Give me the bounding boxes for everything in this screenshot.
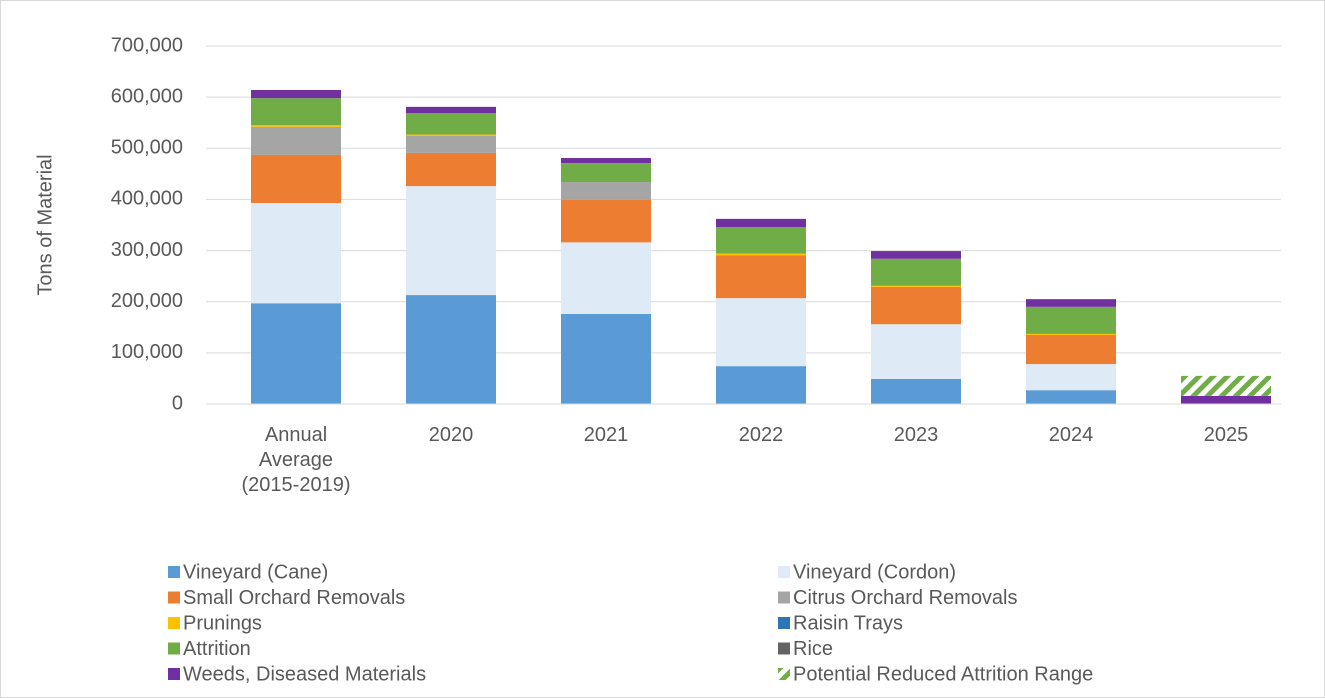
bar-segment	[406, 134, 496, 137]
bar-segment	[1181, 395, 1271, 404]
y-tick-label: 0	[172, 392, 183, 414]
bar-segment	[406, 106, 496, 113]
legend-swatch	[778, 617, 790, 629]
bar-segment	[716, 255, 806, 299]
y-tick-label: 400,000	[111, 188, 183, 210]
bar-segment	[561, 163, 651, 183]
x-tick-label: 2021	[583, 424, 629, 446]
bar-segment	[716, 218, 806, 228]
legend-swatch	[778, 591, 790, 604]
bar-segment	[406, 136, 496, 153]
legend-label: Citrus Orchard Removals	[793, 587, 1018, 609]
bar-segment	[561, 182, 651, 200]
bar-segment	[871, 324, 961, 379]
legend-label: Potential Reduced Attrition Range	[793, 663, 1093, 685]
bar-segment	[716, 298, 806, 367]
legend-swatch	[168, 668, 180, 680]
legend-label: Raisin Trays	[793, 612, 903, 634]
x-tick-label: Annual Average (2015-2019)	[241, 424, 351, 496]
bar-segment	[1026, 390, 1116, 404]
bar-segment	[406, 295, 496, 404]
bar-segment	[251, 98, 341, 126]
bar-segment	[716, 227, 806, 254]
bar-segment	[871, 378, 961, 404]
y-tick-label: 300,000	[111, 239, 183, 261]
legend-label: Weeds, Diseased Materials	[183, 663, 426, 685]
x-tick-label: 2023	[893, 424, 939, 446]
bar-segment	[406, 152, 496, 187]
legend-label: Vineyard (Cane)	[183, 561, 328, 583]
bar-segment	[561, 242, 651, 314]
bar-segment	[251, 203, 341, 304]
bar-segment	[251, 125, 341, 127]
x-tick-label: 2024	[1048, 424, 1094, 446]
legend-swatch	[168, 642, 180, 655]
bar-segment	[561, 158, 651, 164]
bar-segment	[1026, 306, 1116, 334]
x-tick-label: 2020	[428, 424, 474, 446]
bar-segment	[1181, 375, 1271, 396]
legend-swatch	[778, 642, 790, 655]
bar-segment	[561, 199, 651, 243]
legend-swatch	[168, 591, 180, 604]
bar-segment	[1026, 333, 1116, 335]
bar-segment	[871, 251, 961, 259]
legend-swatch	[778, 668, 790, 680]
y-tick-label: 500,000	[111, 137, 183, 159]
bar-segment	[716, 366, 806, 404]
bar-segment	[871, 285, 961, 287]
x-tick-label: 2022	[738, 424, 784, 446]
bar-segment	[871, 286, 961, 325]
legend-label: Prunings	[183, 612, 262, 634]
y-tick-label: 100,000	[111, 341, 183, 363]
y-tick-label: 600,000	[111, 85, 183, 107]
legend-label: Small Orchard Removals	[183, 587, 405, 609]
y-tick-label: 200,000	[111, 290, 183, 312]
bar-segment	[406, 186, 496, 296]
bar-segment	[716, 253, 806, 256]
legend-label: Rice	[793, 638, 833, 660]
legend-label: Vineyard (Cordon)	[793, 561, 956, 583]
legend-swatch	[168, 617, 180, 629]
bar-segment	[251, 303, 341, 404]
legend-swatch	[168, 566, 180, 578]
bar-segment	[251, 126, 341, 155]
y-axis-label: Tons of Material	[34, 154, 56, 295]
bar-segment	[871, 258, 961, 286]
bar-segment	[561, 313, 651, 404]
bar-segment	[251, 89, 341, 99]
bar-segment	[1026, 299, 1116, 307]
bar-segment	[251, 154, 341, 204]
bar-segment	[1026, 334, 1116, 365]
x-tick-label: 2025	[1203, 424, 1249, 446]
bar-segment	[1026, 364, 1116, 391]
legend-label: Attrition	[183, 638, 251, 660]
legend-swatch	[778, 566, 790, 578]
y-tick-label: 700,000	[111, 34, 183, 56]
bar-segment	[406, 112, 496, 135]
